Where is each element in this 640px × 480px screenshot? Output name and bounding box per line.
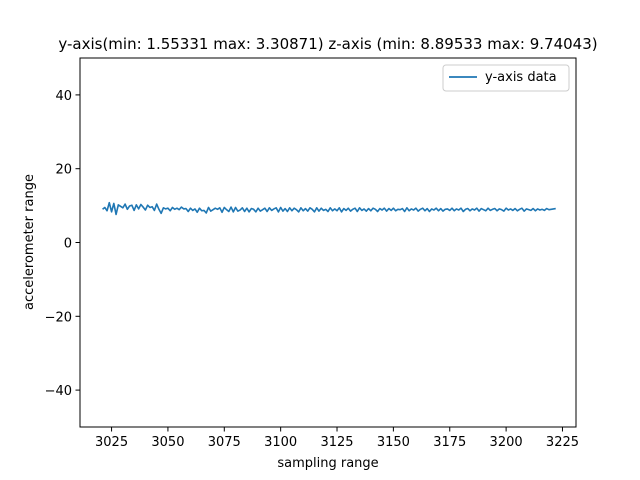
legend: y-axis data [442, 64, 570, 92]
y-axis-label: accelerometer range [22, 174, 37, 310]
plot-area-frame [79, 57, 577, 428]
y-tick-label: −20 [45, 310, 72, 325]
x-tick-label: 3175 [433, 435, 466, 450]
legend-label: y-axis data [485, 70, 557, 85]
x-tick-label: 3125 [320, 435, 353, 450]
x-axis-label: sampling range [277, 456, 378, 471]
y-tick-label: 40 [55, 89, 72, 104]
y-axis-ticks: −40 −20 0 20 40 [45, 89, 80, 399]
series-layer [102, 201, 556, 216]
y-tick-label: 20 [55, 163, 72, 178]
y-tick-label: 0 [64, 237, 72, 252]
y-tick-label: −40 [45, 384, 72, 399]
x-tick-label: 3100 [264, 435, 297, 450]
x-tick-label: 3150 [377, 435, 410, 450]
x-tick-label: 3200 [490, 435, 523, 450]
legend-box [442, 64, 570, 92]
chart-title: y-axis(min: 1.55331 max: 3.30871) z-axis… [58, 35, 597, 53]
x-tick-label: 3075 [208, 435, 241, 450]
x-axis-ticks: 3025 3050 3075 3100 3125 3150 3175 3200 3225 [95, 427, 579, 450]
series-line-y-axis-data [102, 201, 556, 216]
x-tick-label: 3225 [546, 435, 579, 450]
x-tick-label: 3025 [95, 435, 128, 450]
x-tick-label: 3050 [151, 435, 184, 450]
